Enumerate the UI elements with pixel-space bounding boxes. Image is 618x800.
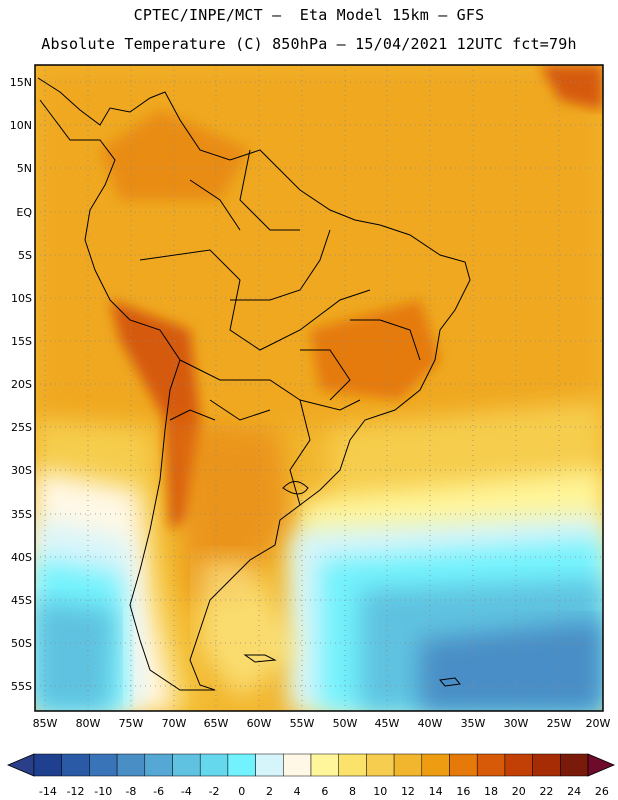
colorbar-tick-label: 18 — [484, 785, 498, 798]
colorbar-swatch — [393, 753, 423, 777]
colorbar-swatch — [338, 753, 367, 777]
lon-label: 50W — [333, 717, 358, 730]
colorbar-tick-label: -6 — [153, 785, 164, 798]
colorbar-swatch — [560, 753, 589, 777]
colorbar-arrow-low — [6, 753, 35, 777]
lat-label: EQ — [16, 206, 32, 219]
lon-label: 30W — [504, 717, 529, 730]
lon-label: 35W — [461, 717, 486, 730]
colorbar-tick-label: 22 — [539, 785, 553, 798]
colorbar-swatch — [172, 753, 201, 777]
colorbar-swatch — [61, 753, 90, 777]
map-title-line-1: CPTEC/INPE/MCT – Eta Model 15km – GFS — [133, 6, 485, 24]
lat-label: 25S — [11, 421, 32, 434]
colorbar-tick-label: 14 — [429, 785, 443, 798]
lon-label: 85W — [33, 717, 58, 730]
lat-label: 5N — [17, 162, 32, 175]
lat-label: 5S — [18, 249, 32, 262]
lat-label: 30S — [11, 464, 32, 477]
colorbar-swatch — [476, 753, 506, 777]
longitude-labels: 85W 80W 75W 70W 65W 60W 55W 50W 45W 40W … — [33, 717, 611, 730]
colorbar-tick-label: 0 — [238, 785, 245, 798]
colorbar-tick-label: 12 — [401, 785, 415, 798]
colorbar-tick-label: 4 — [294, 785, 301, 798]
colorbar-swatch — [33, 753, 62, 777]
colorbar-swatch — [532, 753, 561, 777]
temperature-field — [35, 65, 603, 711]
lat-label: 45S — [11, 594, 32, 607]
map-frame — [34, 64, 604, 712]
colorbar-arrow-high — [587, 753, 616, 777]
colorbar-swatch — [255, 753, 284, 777]
lat-label: 35S — [11, 508, 32, 521]
colorbar-swatch — [283, 753, 312, 777]
colorbar-tick-label: -12 — [67, 785, 85, 798]
colorbar-tick-label: -2 — [209, 785, 220, 798]
colorbar-swatch — [227, 753, 256, 777]
lat-label: 50S — [11, 637, 32, 650]
colorbar-swatch — [366, 753, 395, 777]
colorbar-swatch — [449, 753, 478, 777]
colorbar-tick-label: 10 — [373, 785, 387, 798]
lat-label: 15N — [10, 76, 32, 89]
colorbar-tick-label: -4 — [181, 785, 192, 798]
lon-label: 75W — [119, 717, 144, 730]
colorbar-swatch — [116, 753, 146, 777]
lat-label: 10S — [11, 292, 32, 305]
lon-label: 80W — [76, 717, 101, 730]
lon-label: 20W — [586, 717, 611, 730]
colorbar-swatch — [310, 753, 339, 777]
lat-label: 10N — [10, 119, 32, 132]
colorbar — [6, 753, 616, 777]
lon-label: 65W — [204, 717, 229, 730]
colorbar-swatch — [421, 753, 450, 777]
lat-label: 20S — [11, 378, 32, 391]
lon-label: 40W — [418, 717, 443, 730]
colorbar-swatch — [144, 753, 173, 777]
colorbar-tick-label: 8 — [349, 785, 356, 798]
colorbar-tick-label: 2 — [266, 785, 273, 798]
colorbar-tick-label: -10 — [94, 785, 112, 798]
lon-label: 70W — [162, 717, 187, 730]
lon-label: 55W — [290, 717, 315, 730]
colorbar-tick-label: -8 — [125, 785, 136, 798]
colorbar-tick-label: 6 — [321, 785, 328, 798]
coastline-and-borders — [37, 77, 471, 691]
colorbar-labels: -14 -12 -10 -8 -6 -4 -2 0 2 4 6 8 10 12 14 16 18 20 22 24 26… — [39, 785, 609, 798]
colorbar-tick-label: 24 — [567, 785, 581, 798]
colorbar-swatch — [199, 753, 229, 777]
map-title-line-2: Absolute Temperature (C) 850hPa – 15/04/… — [41, 35, 577, 53]
latitude-labels: 15N 10N 5N EQ 5S 10S 15S 20S 25S 30S 35S… — [10, 76, 33, 693]
lon-label: 45W — [375, 717, 400, 730]
lat-label: 40S — [11, 551, 32, 564]
lat-label: 55S — [11, 680, 32, 693]
colorbar-swatch — [89, 753, 118, 777]
colorbar-tick-label: 20 — [512, 785, 526, 798]
colorbar-tick-label: 26 — [595, 785, 609, 798]
lat-label: 15S — [11, 335, 32, 348]
colorbar-tick-label: 16 — [456, 785, 470, 798]
colorbar-swatch — [504, 753, 533, 777]
lon-label: 25W — [547, 717, 572, 730]
lon-label: 60W — [247, 717, 272, 730]
colorbar-tick-label: -14 — [39, 785, 57, 798]
